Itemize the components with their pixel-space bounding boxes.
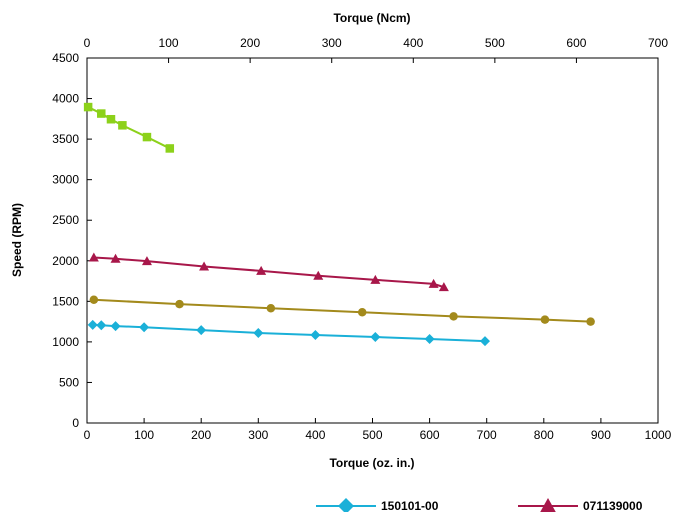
y-axis: 0 500 1000 1500 2000 2500 3000 3500 4000 4500 — [52, 51, 92, 430]
data-point — [88, 252, 99, 262]
data-point — [586, 317, 595, 326]
data-point — [175, 299, 184, 309]
series-line — [92, 323, 486, 343]
series-layer — [83, 102, 595, 347]
data-point — [449, 312, 458, 321]
x-axis-top: 0 100 200 300 400 500 600 700 — [84, 36, 668, 63]
x-tick-label: 500 — [362, 428, 382, 442]
data-point — [83, 102, 93, 112]
x-tick-label: 100 — [134, 428, 154, 442]
y-tick-label: 0 — [72, 416, 79, 430]
series-line — [93, 298, 591, 323]
series-circle — [89, 295, 595, 326]
y-tick-label: 4000 — [52, 92, 79, 106]
data-point — [253, 327, 264, 338]
y-tick-label: 2000 — [52, 254, 79, 268]
x2-tick-label: 500 — [485, 36, 505, 50]
data-point — [357, 308, 367, 317]
x-axis-bottom: 0 100 200 300 400 500 600 700 800 900 1000 — [84, 418, 672, 442]
data-point — [110, 321, 121, 332]
y-tick-label: 3500 — [52, 132, 79, 146]
x-tick-label: 200 — [191, 428, 211, 442]
x-tick-label: 800 — [534, 428, 554, 442]
y-tick-label: 2500 — [52, 213, 79, 227]
x2-tick-label: 600 — [566, 36, 586, 50]
x2-axis-title: Torque (Ncm) — [333, 11, 410, 25]
x2-tick-label: 700 — [648, 36, 668, 50]
legend-label: 071139000 — [583, 499, 643, 512]
data-point — [310, 329, 321, 340]
y-axis-title: Speed (RPM) — [10, 203, 24, 277]
data-point — [540, 315, 550, 324]
data-point — [438, 282, 449, 292]
x-tick-label: 0 — [84, 428, 91, 442]
x2-tick-label: 100 — [159, 36, 179, 50]
y-tick-label: 500 — [59, 375, 79, 389]
x-tick-label: 900 — [591, 428, 611, 442]
data-point — [479, 336, 490, 347]
x2-tick-label: 300 — [322, 36, 342, 50]
plot-frame — [86, 57, 659, 424]
data-point — [139, 322, 150, 333]
series-triangle — [88, 252, 449, 292]
x-axis-title: Torque (oz. in.) — [329, 456, 414, 470]
data-point — [199, 261, 210, 271]
y-tick-label: 1000 — [52, 335, 79, 349]
x-tick-label: 1000 — [645, 428, 672, 442]
legend-label: 150101-00 — [381, 499, 439, 512]
data-point — [196, 325, 207, 336]
data-point — [106, 114, 116, 124]
series-diamond — [87, 319, 490, 347]
legend: 150101-00 071139000 — [316, 498, 643, 512]
data-point — [165, 144, 175, 153]
legend-entry: 071139000 — [518, 498, 643, 512]
data-point — [96, 320, 107, 331]
data-point — [142, 132, 152, 142]
x-tick-label: 300 — [248, 428, 268, 442]
data-point — [89, 295, 99, 304]
data-point — [428, 278, 439, 288]
x2-tick-label: 400 — [403, 36, 423, 50]
data-point — [424, 334, 435, 345]
x2-tick-label: 0 — [84, 36, 91, 50]
data-point — [97, 109, 106, 118]
legend-marker-diamond-icon — [338, 498, 354, 512]
y-tick-label: 1500 — [52, 294, 79, 308]
series-square — [83, 102, 175, 153]
data-point — [266, 303, 276, 313]
data-point — [256, 265, 267, 275]
y-tick-label: 4500 — [52, 51, 79, 65]
x-tick-label: 700 — [477, 428, 497, 442]
x-tick-label: 400 — [305, 428, 325, 442]
legend-marker-triangle-icon — [540, 498, 556, 512]
data-point — [141, 256, 152, 266]
data-point — [118, 121, 127, 130]
legend-entry: 150101-00 — [316, 498, 439, 512]
x2-tick-label: 200 — [240, 36, 260, 50]
y-tick-label: 3000 — [52, 173, 79, 187]
data-point — [370, 332, 381, 343]
data-point — [110, 253, 121, 263]
x-tick-label: 600 — [420, 428, 440, 442]
data-point — [313, 270, 324, 280]
data-point — [87, 319, 98, 330]
data-point — [370, 274, 381, 284]
